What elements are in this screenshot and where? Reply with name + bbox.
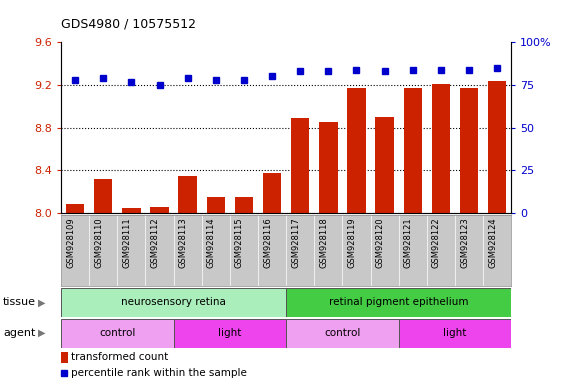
- Text: transformed count: transformed count: [71, 353, 168, 362]
- Bar: [291, 118, 309, 213]
- Bar: [375, 117, 394, 213]
- Bar: [404, 88, 422, 213]
- Bar: [460, 88, 478, 213]
- Bar: [207, 197, 225, 213]
- Text: ▶: ▶: [38, 328, 45, 338]
- Text: retinal pigment epithelium: retinal pigment epithelium: [329, 297, 468, 308]
- Text: light: light: [443, 328, 467, 338]
- Bar: [61, 288, 286, 317]
- Bar: [66, 204, 84, 213]
- Bar: [286, 288, 511, 317]
- Text: GSM928118: GSM928118: [320, 217, 328, 268]
- Bar: [399, 319, 511, 348]
- Bar: [94, 179, 112, 213]
- Bar: [235, 197, 253, 213]
- Text: GSM928124: GSM928124: [488, 217, 497, 268]
- Text: GSM928110: GSM928110: [94, 217, 103, 268]
- Bar: [488, 81, 507, 213]
- Text: control: control: [99, 328, 135, 338]
- Bar: [347, 88, 365, 213]
- Bar: [432, 84, 450, 213]
- Text: GSM928122: GSM928122: [432, 217, 441, 268]
- Text: GSM928116: GSM928116: [263, 217, 272, 268]
- Text: GSM928120: GSM928120: [376, 217, 385, 268]
- Bar: [263, 172, 281, 213]
- Text: GSM928121: GSM928121: [404, 217, 413, 268]
- Text: GSM928114: GSM928114: [207, 217, 216, 268]
- Bar: [150, 207, 168, 213]
- Text: percentile rank within the sample: percentile rank within the sample: [71, 368, 247, 378]
- Bar: [61, 319, 174, 348]
- Text: control: control: [324, 328, 361, 338]
- Text: agent: agent: [3, 328, 35, 338]
- Text: GSM928123: GSM928123: [460, 217, 469, 268]
- Bar: [174, 319, 286, 348]
- Text: neurosensory retina: neurosensory retina: [121, 297, 226, 308]
- Text: GSM928113: GSM928113: [178, 217, 188, 268]
- Text: GSM928119: GSM928119: [347, 217, 357, 268]
- Text: GSM928117: GSM928117: [291, 217, 300, 268]
- Bar: [319, 122, 338, 213]
- Text: GSM928115: GSM928115: [235, 217, 244, 268]
- Text: ▶: ▶: [38, 297, 45, 308]
- Text: GSM928112: GSM928112: [150, 217, 160, 268]
- Text: GDS4980 / 10575512: GDS4980 / 10575512: [61, 17, 196, 30]
- Bar: [286, 319, 399, 348]
- Bar: [122, 208, 141, 213]
- Text: tissue: tissue: [3, 297, 36, 308]
- Text: GSM928111: GSM928111: [123, 217, 131, 268]
- Bar: [178, 176, 197, 213]
- Text: GSM928109: GSM928109: [66, 217, 75, 268]
- Text: light: light: [218, 328, 242, 338]
- Bar: [61, 352, 68, 363]
